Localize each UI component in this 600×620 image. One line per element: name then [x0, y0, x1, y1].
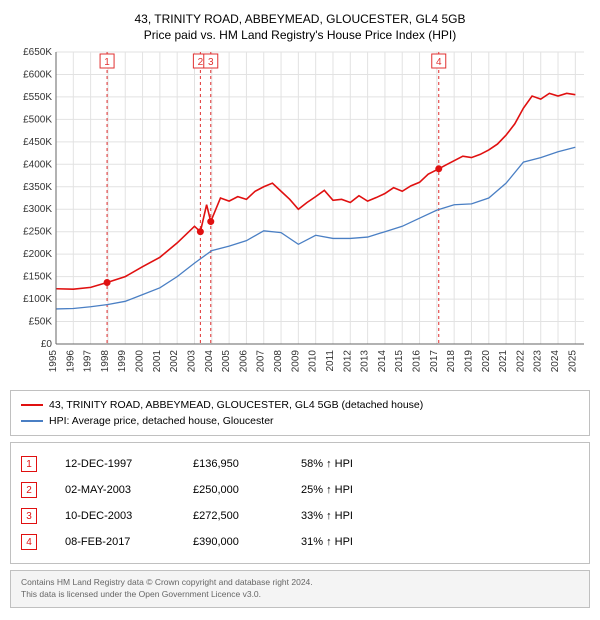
svg-text:2009: 2009 [290, 350, 301, 373]
svg-text:1: 1 [104, 57, 110, 68]
svg-text:£400K: £400K [23, 159, 52, 170]
legend-label: 43, TRINITY ROAD, ABBEYMEAD, GLOUCESTER,… [49, 399, 423, 411]
svg-text:2003: 2003 [186, 350, 197, 373]
svg-text:4: 4 [436, 57, 442, 68]
sale-delta: 58% ↑ HPI [301, 458, 353, 470]
svg-text:£650K: £650K [23, 47, 52, 58]
sale-price: £272,500 [193, 510, 273, 522]
svg-text:2020: 2020 [481, 350, 492, 373]
sale-date: 10-DEC-2003 [65, 510, 165, 522]
attribution-line-1: Contains HM Land Registry data © Crown c… [21, 577, 579, 589]
svg-text:2001: 2001 [152, 350, 163, 373]
svg-text:1996: 1996 [65, 350, 76, 373]
svg-text:1995: 1995 [48, 350, 59, 373]
svg-text:£250K: £250K [23, 227, 52, 238]
svg-text:2024: 2024 [550, 350, 561, 373]
legend-item: HPI: Average price, detached house, Glou… [21, 413, 579, 429]
title-line-1: 43, TRINITY ROAD, ABBEYMEAD, GLOUCESTER,… [10, 12, 590, 26]
legend-item: 43, TRINITY ROAD, ABBEYMEAD, GLOUCESTER,… [21, 397, 579, 413]
sale-date: 08-FEB-2017 [65, 536, 165, 548]
sale-badge: 2 [21, 482, 37, 498]
svg-text:2007: 2007 [256, 350, 267, 373]
sale-delta: 33% ↑ HPI [301, 510, 353, 522]
legend-label: HPI: Average price, detached house, Glou… [49, 415, 274, 427]
svg-text:2008: 2008 [273, 350, 284, 373]
svg-text:2014: 2014 [377, 350, 388, 373]
svg-text:2022: 2022 [515, 350, 526, 373]
svg-text:2015: 2015 [394, 350, 405, 373]
svg-text:£0: £0 [41, 339, 53, 350]
attribution: Contains HM Land Registry data © Crown c… [10, 570, 590, 608]
svg-text:1999: 1999 [117, 350, 128, 373]
svg-text:£200K: £200K [23, 249, 52, 260]
sale-row: 2 02-MAY-2003 £250,000 25% ↑ HPI [21, 477, 579, 503]
svg-text:2019: 2019 [463, 350, 474, 373]
attribution-line-2: This data is licensed under the Open Gov… [21, 589, 579, 601]
svg-text:£50K: £50K [29, 317, 53, 328]
title-line-2: Price paid vs. HM Land Registry's House … [10, 28, 590, 42]
svg-text:2005: 2005 [221, 350, 232, 373]
legend-swatch [21, 404, 43, 406]
svg-text:1998: 1998 [100, 350, 111, 373]
svg-text:£350K: £350K [23, 182, 52, 193]
sale-row: 4 08-FEB-2017 £390,000 31% ↑ HPI [21, 529, 579, 555]
svg-text:2: 2 [198, 57, 204, 68]
svg-text:£600K: £600K [23, 69, 52, 80]
svg-text:2006: 2006 [238, 350, 249, 373]
sale-price: £250,000 [193, 484, 273, 496]
svg-text:2000: 2000 [135, 350, 146, 373]
svg-text:2017: 2017 [429, 350, 440, 373]
svg-text:£550K: £550K [23, 92, 52, 103]
svg-text:2018: 2018 [446, 350, 457, 373]
chart-container: 43, TRINITY ROAD, ABBEYMEAD, GLOUCESTER,… [10, 12, 590, 608]
sale-price: £390,000 [193, 536, 273, 548]
sale-badge: 4 [21, 534, 37, 550]
sale-price: £136,950 [193, 458, 273, 470]
svg-text:2023: 2023 [533, 350, 544, 373]
sale-date: 02-MAY-2003 [65, 484, 165, 496]
svg-text:3: 3 [208, 57, 214, 68]
sales-table: 1 12-DEC-1997 £136,950 58% ↑ HPI 2 02-MAY-200… [10, 442, 590, 564]
legend-swatch [21, 420, 43, 422]
svg-text:2010: 2010 [308, 350, 319, 373]
svg-text:£150K: £150K [23, 272, 52, 283]
svg-text:1997: 1997 [83, 350, 94, 373]
sale-badge: 3 [21, 508, 37, 524]
sale-delta: 25% ↑ HPI [301, 484, 353, 496]
sale-row: 3 10-DEC-2003 £272,500 33% ↑ HPI [21, 503, 579, 529]
svg-text:2013: 2013 [360, 350, 371, 373]
svg-text:2021: 2021 [498, 350, 509, 373]
legend: 43, TRINITY ROAD, ABBEYMEAD, GLOUCESTER,… [10, 390, 590, 436]
sale-date: 12-DEC-1997 [65, 458, 165, 470]
sale-row: 1 12-DEC-1997 £136,950 58% ↑ HPI [21, 451, 579, 477]
svg-text:£300K: £300K [23, 204, 52, 215]
svg-text:2002: 2002 [169, 350, 180, 373]
svg-text:2012: 2012 [342, 350, 353, 373]
svg-text:2011: 2011 [325, 350, 336, 372]
sale-delta: 31% ↑ HPI [301, 536, 353, 548]
svg-text:£500K: £500K [23, 114, 52, 125]
svg-text:£100K: £100K [23, 294, 52, 305]
svg-text:£450K: £450K [23, 137, 52, 148]
sale-badge: 1 [21, 456, 37, 472]
price-chart: £0 £50K £100K £150K £200K £250K £300K £350K £400… [10, 44, 590, 384]
svg-text:2016: 2016 [412, 350, 423, 373]
svg-text:2025: 2025 [567, 350, 578, 373]
svg-text:2004: 2004 [204, 350, 215, 373]
